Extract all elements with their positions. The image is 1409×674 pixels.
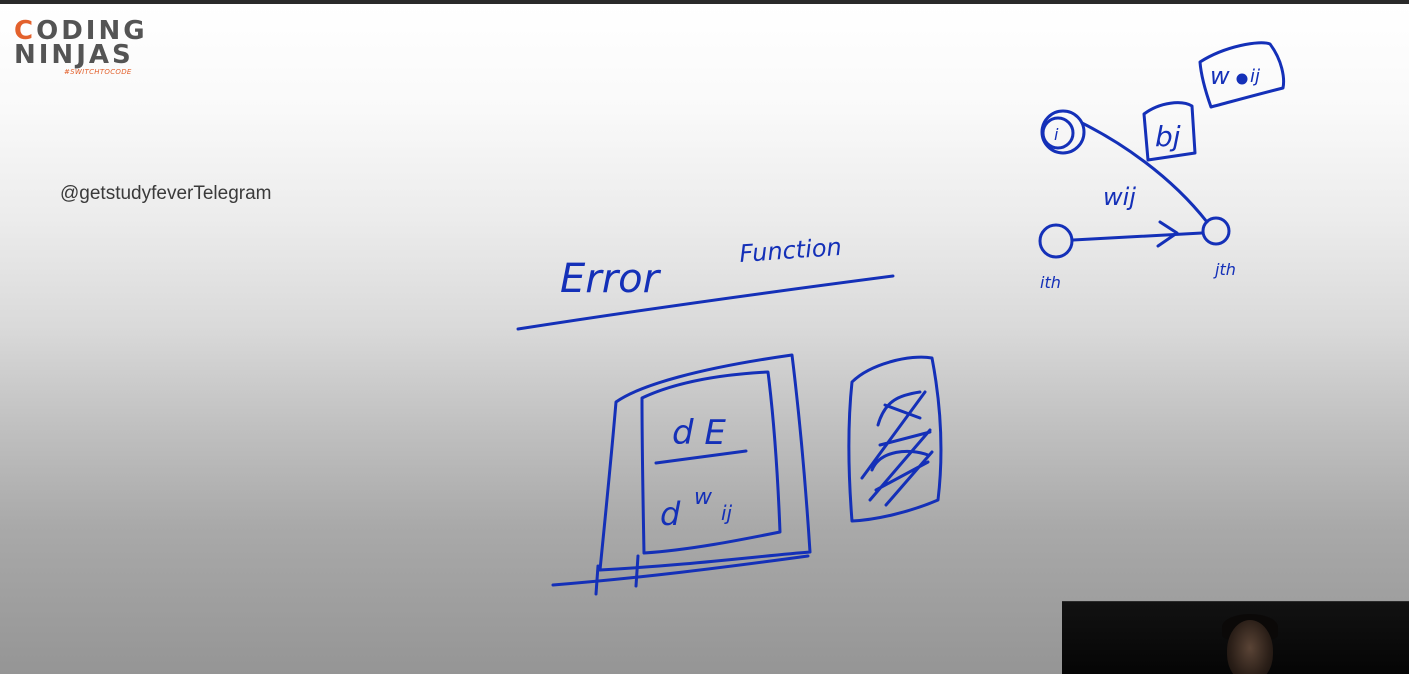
node-ith (1038, 223, 1074, 259)
derivative-inner-box (640, 370, 782, 555)
edge-wij (1080, 121, 1209, 224)
baseline-tick-right (634, 554, 640, 588)
jth-label: jth (1213, 260, 1236, 279)
logo-line-1: CODING (14, 16, 148, 46)
coding-ninjas-logo: CODING NINJAS #SWITCHTOCODE (14, 18, 154, 78)
top-border (0, 0, 1409, 4)
node-i-inner (1041, 116, 1075, 150)
logo-tagline: #SWITCHTOCODE (64, 68, 132, 76)
bias-box (1142, 101, 1197, 162)
ith-label: ith (1040, 273, 1061, 292)
presenter-head (1227, 620, 1273, 674)
bias-label: bj (1155, 120, 1181, 153)
numerator-dE: d E (672, 413, 726, 453)
weight-box-dot (1236, 73, 1248, 85)
telegram-watermark: @getstudyfeverTelegram (60, 183, 272, 204)
arrowhead (1156, 220, 1179, 248)
logo-line-2: NINJAS (14, 40, 134, 70)
weight-box-subscript: ij (1250, 66, 1260, 87)
baseline-stroke (551, 554, 810, 587)
heading-error-letter: Error (560, 256, 662, 302)
heading-underline (516, 274, 895, 331)
presenter-webcam (1062, 601, 1409, 674)
baseline-tick-left (594, 564, 600, 596)
weight-box (1198, 41, 1286, 109)
node-jth (1201, 216, 1231, 246)
edge-label-wij: wij (1103, 183, 1136, 211)
heading-function: Function (738, 233, 842, 268)
crossed-box (847, 355, 943, 523)
edge-ith-to-jth (1071, 231, 1204, 242)
scribble-strokes (860, 390, 934, 507)
derivative-outer-box (598, 353, 812, 572)
denominator-w: w (694, 485, 713, 510)
denominator-d: d (660, 495, 681, 533)
node-i-label: i (1054, 125, 1059, 144)
weight-box-w: w (1210, 62, 1230, 90)
fraction-bar (654, 449, 748, 465)
denominator-subscript: ij (721, 501, 733, 525)
